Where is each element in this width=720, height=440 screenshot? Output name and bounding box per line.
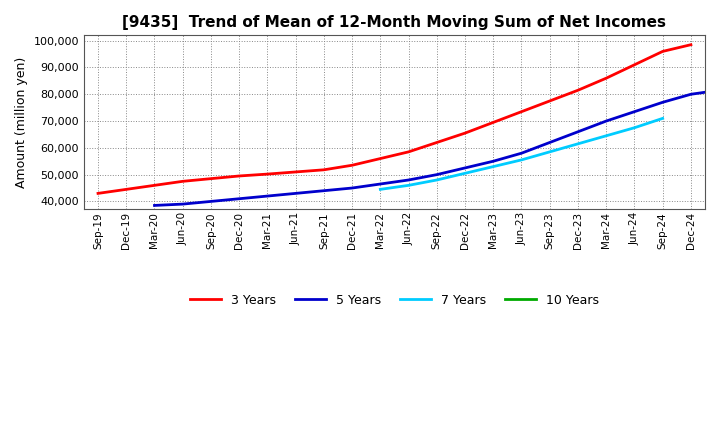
- 7 Years: [404, 183, 413, 188]
- 5 Years: [348, 185, 356, 191]
- 5 Years: [376, 181, 384, 187]
- 3 Years: [433, 140, 441, 145]
- 5 Years: [546, 140, 554, 145]
- 7 Years: [574, 141, 582, 147]
- 5 Years: [292, 191, 300, 196]
- 5 Years: [404, 177, 413, 183]
- 5 Years: [602, 118, 611, 124]
- 3 Years: [630, 62, 639, 67]
- 5 Years: [630, 109, 639, 114]
- 3 Years: [320, 167, 328, 172]
- 3 Years: [574, 88, 582, 93]
- 5 Years: [461, 165, 469, 171]
- 5 Years: [658, 100, 667, 105]
- 3 Years: [348, 163, 356, 168]
- 5 Years: [235, 196, 243, 202]
- 3 Years: [461, 131, 469, 136]
- 3 Years: [687, 42, 696, 48]
- 5 Years: [320, 188, 328, 193]
- 7 Years: [517, 157, 526, 162]
- 7 Years: [658, 116, 667, 121]
- 5 Years: [150, 203, 159, 208]
- 3 Years: [546, 98, 554, 103]
- 3 Years: [658, 49, 667, 54]
- 3 Years: [292, 169, 300, 175]
- 3 Years: [404, 149, 413, 154]
- Line: 3 Years: 3 Years: [98, 45, 691, 194]
- Y-axis label: Amount (million yen): Amount (million yen): [15, 57, 28, 188]
- 7 Years: [630, 125, 639, 130]
- 3 Years: [602, 76, 611, 81]
- 3 Years: [207, 176, 215, 181]
- Line: 5 Years: 5 Years: [155, 90, 719, 205]
- 3 Years: [489, 120, 498, 125]
- 5 Years: [207, 199, 215, 204]
- 5 Years: [715, 88, 720, 93]
- 3 Years: [376, 156, 384, 161]
- 5 Years: [517, 150, 526, 156]
- 3 Years: [122, 187, 130, 192]
- 7 Years: [489, 164, 498, 169]
- 7 Years: [376, 187, 384, 192]
- 5 Years: [433, 172, 441, 177]
- 5 Years: [687, 92, 696, 97]
- 5 Years: [263, 194, 271, 199]
- 7 Years: [546, 149, 554, 154]
- Line: 7 Years: 7 Years: [380, 118, 662, 189]
- 3 Years: [263, 172, 271, 177]
- 5 Years: [574, 129, 582, 134]
- 5 Years: [179, 202, 187, 207]
- 7 Years: [433, 177, 441, 183]
- 7 Years: [602, 133, 611, 139]
- Title: [9435]  Trend of Mean of 12-Month Moving Sum of Net Incomes: [9435] Trend of Mean of 12-Month Moving …: [122, 15, 667, 30]
- 3 Years: [179, 179, 187, 184]
- Legend: 3 Years, 5 Years, 7 Years, 10 Years: 3 Years, 5 Years, 7 Years, 10 Years: [185, 289, 604, 312]
- 3 Years: [94, 191, 102, 196]
- 3 Years: [517, 109, 526, 114]
- 5 Years: [489, 158, 498, 164]
- 3 Years: [235, 173, 243, 179]
- 7 Years: [461, 171, 469, 176]
- 3 Years: [150, 183, 159, 188]
